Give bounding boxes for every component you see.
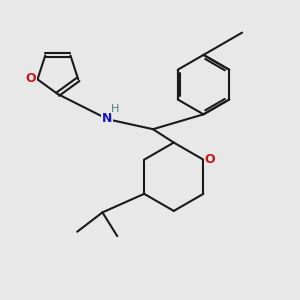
Text: N: N — [102, 112, 112, 125]
Text: O: O — [26, 72, 36, 85]
Text: H: H — [111, 104, 119, 114]
Text: O: O — [205, 153, 215, 166]
